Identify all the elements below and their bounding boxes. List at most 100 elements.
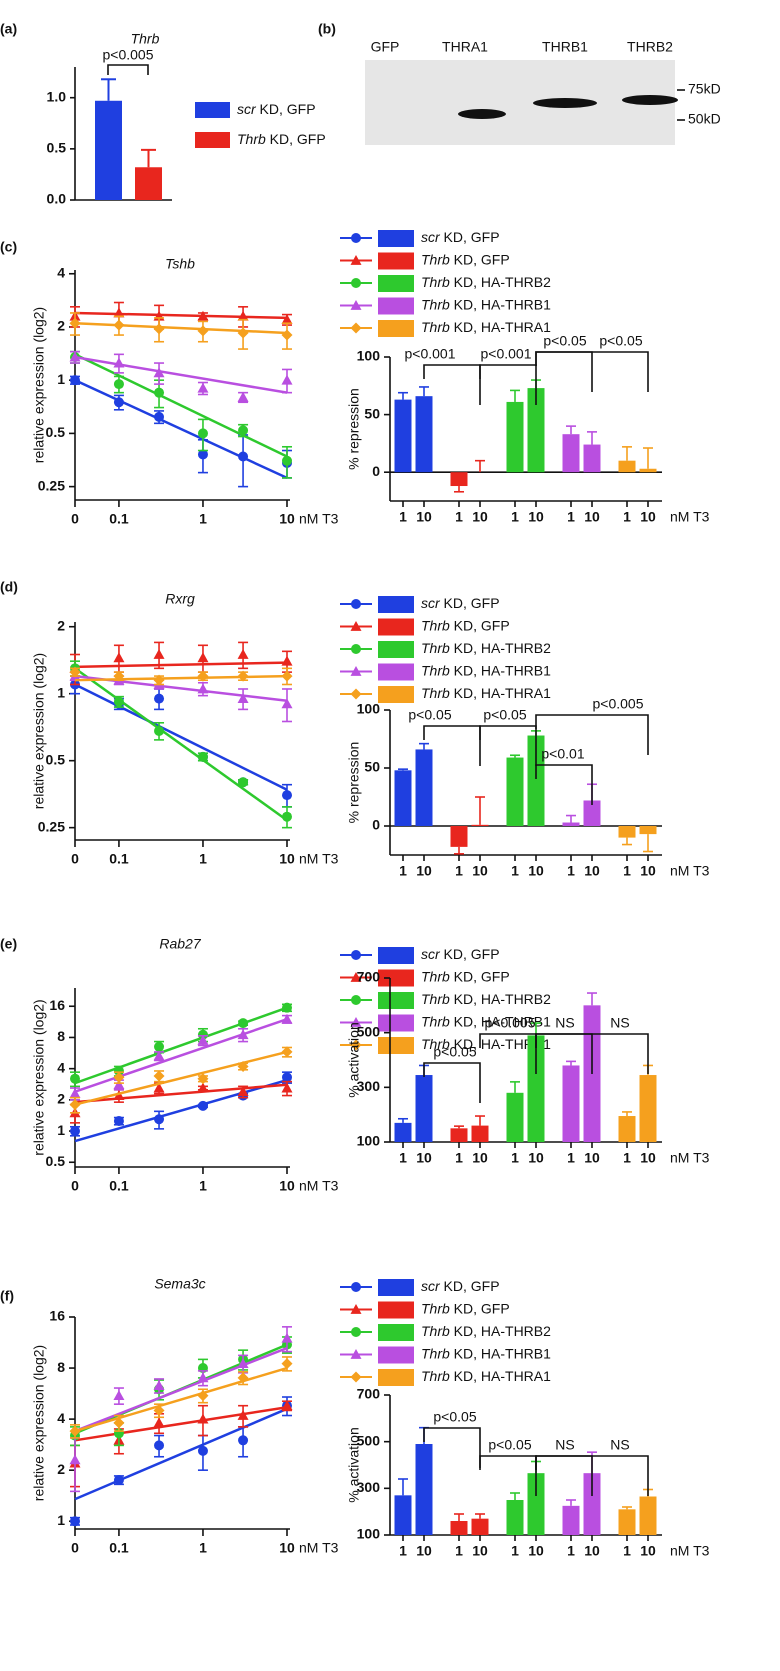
legend-label: Thrb KD, GFP <box>421 251 510 267</box>
legend-marker <box>350 666 362 676</box>
chart-title: Sema3c <box>154 1276 205 1292</box>
bar <box>471 1518 489 1535</box>
significance-bracket <box>423 364 481 405</box>
bar <box>135 167 162 200</box>
bar <box>415 1075 433 1142</box>
bar <box>450 1521 468 1535</box>
blot-lane-label: GFP <box>371 39 400 55</box>
bar <box>471 1125 489 1142</box>
point <box>113 1090 125 1100</box>
bar <box>506 757 524 826</box>
significance-bracket <box>535 1455 649 1496</box>
x-tick-label: 1 <box>199 1540 207 1556</box>
legend-marker <box>350 688 362 700</box>
point <box>69 1425 81 1437</box>
point <box>281 670 293 682</box>
fit-line <box>74 1407 288 1501</box>
legend-text-part: KD, GFP <box>266 131 326 147</box>
legend-marker <box>350 621 362 631</box>
legend-text-part: Thrb <box>421 662 450 678</box>
x-tick-label: 1 <box>199 511 207 527</box>
point <box>197 1372 209 1383</box>
chart-title: Tshb <box>165 256 195 272</box>
point <box>197 325 209 337</box>
bar <box>527 735 545 826</box>
significance-bracket <box>535 351 593 392</box>
point <box>282 790 292 801</box>
blot-band <box>533 98 597 108</box>
blot-lane-label: THRB2 <box>627 39 673 55</box>
legend-marker <box>350 1039 362 1051</box>
point <box>154 387 165 398</box>
x-tick-label: 1 <box>567 509 575 525</box>
point <box>113 1390 125 1401</box>
legend-text-part: Thrb <box>421 1368 450 1384</box>
legend-swatch <box>378 1369 414 1386</box>
panel-label: (a) <box>0 21 17 37</box>
y-tick-label: 100 <box>357 348 381 364</box>
point <box>70 1126 80 1137</box>
legend-label: scr KD, GFP <box>421 595 500 611</box>
point <box>197 1445 208 1456</box>
point <box>113 1417 125 1429</box>
legend-text-part: KD, HA-THRA1 <box>450 1036 551 1052</box>
legend-swatch <box>378 947 414 964</box>
legend-label: Thrb KD, GFP <box>421 617 510 633</box>
legend-label: Thrb KD, HA-THRB2 <box>421 991 551 1007</box>
point <box>113 1071 125 1083</box>
point <box>154 693 165 704</box>
annotation: p<0.005 <box>103 47 154 63</box>
legend-swatch <box>378 320 414 337</box>
point <box>237 1086 249 1097</box>
point <box>197 1073 209 1085</box>
legend-label: scr KD, GFP <box>421 946 500 962</box>
annotation: p<0.001 <box>481 346 532 362</box>
x-tick-label: 1 <box>511 1150 519 1166</box>
x-tick-label: 1 <box>623 1543 631 1559</box>
bar <box>506 1092 524 1142</box>
y-tick-label: 500 <box>357 1432 381 1448</box>
bar <box>471 824 489 826</box>
legend-text-part: Thrb <box>421 1345 450 1361</box>
annotation: p<0.05 <box>408 707 451 723</box>
legend-text-part: scr <box>421 229 441 245</box>
y-tick-label: 1.0 <box>47 88 67 104</box>
fit-line <box>74 1050 288 1106</box>
point <box>237 1372 249 1384</box>
x-tick-label: 10 <box>472 1543 488 1559</box>
x-tick-label: 10 <box>472 509 488 525</box>
x-tick-label: 10 <box>416 1150 432 1166</box>
legend-text-part: Thrb <box>237 131 266 147</box>
y-tick-label: 1 <box>57 1122 65 1138</box>
significance-bracket <box>535 1033 649 1074</box>
annotation: p<0.001 <box>405 346 456 362</box>
bar <box>394 770 412 826</box>
significance-bracket <box>479 1033 537 1074</box>
bar <box>583 800 601 826</box>
fit-line <box>74 353 288 458</box>
x-tick-label: 1 <box>399 1543 407 1559</box>
fit-line <box>74 1346 288 1433</box>
legend-swatch <box>378 1324 414 1341</box>
legend-swatch <box>378 1279 414 1296</box>
legend-swatch <box>378 252 414 270</box>
bar <box>639 1496 657 1535</box>
legend-text-part: Thrb <box>421 319 450 335</box>
point <box>197 683 209 694</box>
point <box>154 1114 165 1125</box>
y-tick-label: 100 <box>357 701 381 717</box>
legend-marker <box>350 322 362 334</box>
legend-swatch <box>378 1014 414 1032</box>
bar <box>639 1075 657 1142</box>
legend-label: Thrb KD, HA-THRB1 <box>421 296 551 312</box>
y-tick-label: 0.5 <box>46 1153 66 1169</box>
bar <box>415 749 433 826</box>
x-tick-label: 1 <box>623 509 631 525</box>
point <box>113 1079 125 1090</box>
legend-label: Thrb KD, HA-THRB2 <box>421 274 551 290</box>
annotation: p<0.05 <box>433 1044 476 1060</box>
x-tick-label: 0 <box>71 851 79 867</box>
point <box>238 1435 249 1446</box>
point <box>282 455 292 466</box>
point <box>69 1099 81 1111</box>
